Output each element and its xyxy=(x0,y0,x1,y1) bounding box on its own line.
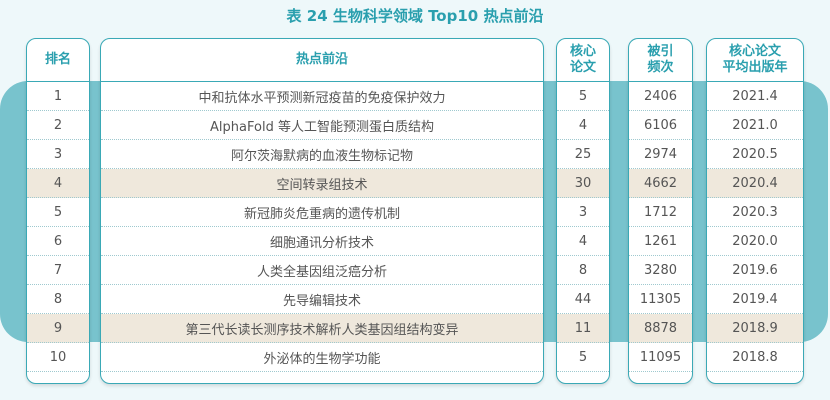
table-cell-rank: 3 xyxy=(27,140,89,169)
table-cell-hot-front: AlphaFold 等人工智能预测蛋白质结构 xyxy=(101,111,543,140)
table-cell-core-papers: 5 xyxy=(557,343,609,372)
table-cell-rank: 8 xyxy=(27,285,89,314)
table-cell-avg-pub-year: 2020.3 xyxy=(707,198,803,227)
table-cell-avg-pub-year: 2020.4 xyxy=(707,169,803,198)
table-cell-core-papers: 4 xyxy=(557,111,609,140)
table-cell-hot-front: 人类全基因组泛癌分析 xyxy=(101,256,543,285)
table-cell-avg-pub-year: 2021.4 xyxy=(707,82,803,111)
table-cell-rank: 2 xyxy=(27,111,89,140)
column-rank: 排名 1 2 3 4 5 6 7 8 9 10 xyxy=(26,38,90,384)
table-cell-core-papers: 5 xyxy=(557,82,609,111)
column-citations: 被引 频次 2406 6106 2974 4662 1712 1261 3280 11305 88… xyxy=(628,38,693,384)
table-cell-core-papers: 3 xyxy=(557,198,609,227)
table-cell-citations: 2974 xyxy=(629,140,692,169)
table-cell-avg-pub-year: 2020.0 xyxy=(707,227,803,256)
table-cell-avg-pub-year: 2018.9 xyxy=(707,314,803,343)
table-cell-avg-pub-year: 2021.0 xyxy=(707,111,803,140)
table-cell-citations: 3280 xyxy=(629,256,692,285)
table-cell-avg-pub-year: 2019.4 xyxy=(707,285,803,314)
table-cell-core-papers: 25 xyxy=(557,140,609,169)
table-cell-avg-pub-year: 2019.6 xyxy=(707,256,803,285)
table-cell-hot-front: 阿尔茨海默病的血液生物标记物 xyxy=(101,140,543,169)
table-cell-avg-pub-year: 2018.8 xyxy=(707,343,803,372)
table-cell-citations: 1712 xyxy=(629,198,692,227)
column-core-papers: 核心 论文 5 4 25 30 3 4 8 44 11 5 xyxy=(556,38,610,384)
table-cell-hot-front: 外泌体的生物学功能 xyxy=(101,343,543,372)
table-cell-hot-front: 空间转录组技术 xyxy=(101,169,543,198)
table-cell-core-papers: 8 xyxy=(557,256,609,285)
table-title: 表 24 生物科学领域 Top10 热点前沿 xyxy=(286,7,544,25)
table-cell-rank: 1 xyxy=(27,82,89,111)
table-cell-rank: 4 xyxy=(27,169,89,198)
table-cell-core-papers: 30 xyxy=(557,169,609,198)
table-cell-rank: 5 xyxy=(27,198,89,227)
column-header-rank: 排名 xyxy=(27,39,89,82)
table-cell-hot-front: 新冠肺炎危重病的遗传机制 xyxy=(101,198,543,227)
column-header-core-papers: 核心 论文 xyxy=(557,39,609,82)
column-hot-front: 热点前沿 中和抗体水平预测新冠疫苗的免疫保护效力 AlphaFold 等人工智能预测… xyxy=(100,38,544,384)
table-cell-core-papers: 4 xyxy=(557,227,609,256)
table-cell-citations: 1261 xyxy=(629,227,692,256)
column-header-hot-front: 热点前沿 xyxy=(101,39,543,82)
table-cell-citations: 6106 xyxy=(629,111,692,140)
table-cell-hot-front: 中和抗体水平预测新冠疫苗的免疫保护效力 xyxy=(101,82,543,111)
table-cell-citations: 2406 xyxy=(629,82,692,111)
table-cell-citations: 11095 xyxy=(629,343,692,372)
table-cell-rank: 10 xyxy=(27,343,89,372)
table-cell-core-papers: 11 xyxy=(557,314,609,343)
column-header-avg-pub-year: 核心论文 平均出版年 xyxy=(707,39,803,82)
table-cell-rank: 6 xyxy=(27,227,89,256)
table-cell-citations: 8878 xyxy=(629,314,692,343)
table-cell-hot-front: 先导编辑技术 xyxy=(101,285,543,314)
table-cell-citations: 4662 xyxy=(629,169,692,198)
table-cell-rank: 7 xyxy=(27,256,89,285)
table-cell-hot-front: 细胞通讯分析技术 xyxy=(101,227,543,256)
table-cell-hot-front: 第三代长读长测序技术解析人类基因组结构变异 xyxy=(101,314,543,343)
table-cell-citations: 11305 xyxy=(629,285,692,314)
table-cell-rank: 9 xyxy=(27,314,89,343)
column-avg-pub-year: 核心论文 平均出版年 2021.4 2021.0 2020.5 2020.4 2020.3… xyxy=(706,38,804,384)
column-header-citations: 被引 频次 xyxy=(629,39,692,82)
table-cell-core-papers: 44 xyxy=(557,285,609,314)
table-cell-avg-pub-year: 2020.5 xyxy=(707,140,803,169)
